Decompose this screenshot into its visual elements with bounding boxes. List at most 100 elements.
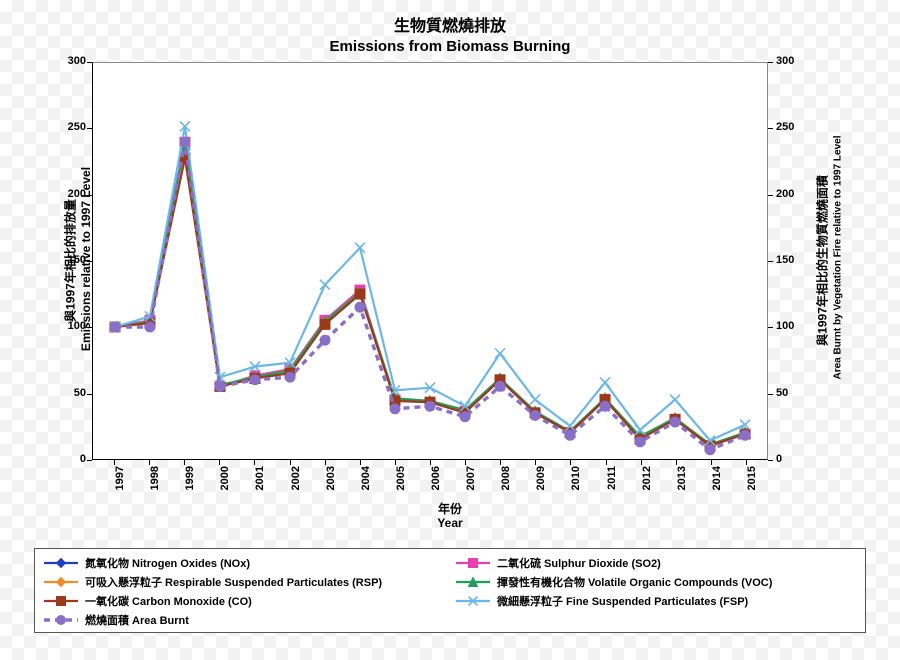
x-tick xyxy=(149,460,150,465)
x-tick-label: 1997 xyxy=(114,466,126,506)
y-left-tick xyxy=(87,261,92,262)
series-marker-area xyxy=(495,381,505,391)
series-marker-co xyxy=(355,289,365,299)
legend-swatch-co xyxy=(43,595,79,607)
series-marker-area xyxy=(670,417,680,427)
x-tick xyxy=(290,460,291,465)
series-marker-area xyxy=(705,445,715,455)
x-tick xyxy=(570,460,571,465)
y-left-tick xyxy=(87,195,92,196)
x-tick-label: 2009 xyxy=(535,466,547,506)
legend-swatch-rsp xyxy=(43,576,79,588)
y-right-tick xyxy=(768,195,773,196)
series-marker-area xyxy=(285,372,295,382)
x-tick-label: 2004 xyxy=(360,466,372,506)
y-right-tick-label: 150 xyxy=(776,254,806,266)
x-tick-label: 2001 xyxy=(254,466,266,506)
series-marker-area xyxy=(565,430,575,440)
series-marker-area xyxy=(460,412,470,422)
legend-item-co: 一氧化碳 Carbon Monoxide (CO) xyxy=(43,593,445,609)
y-right-tick-label: 300 xyxy=(776,55,806,67)
series-marker-area xyxy=(250,375,260,385)
legend-label: 可吸入懸浮粒子 Respirable Suspended Particulate… xyxy=(85,574,382,590)
x-tick-label: 2002 xyxy=(290,466,302,506)
series-marker-fsp xyxy=(495,348,505,358)
x-tick xyxy=(711,460,712,465)
x-tick xyxy=(430,460,431,465)
x-tick-label: 2010 xyxy=(570,466,582,506)
legend: 氮氧化物 Nitrogen Oxides (NOx) 二氧化硫 Sulphur D… xyxy=(34,548,866,633)
y-right-title-zh: 與1997年相比的生物質燃燒面積 xyxy=(814,111,831,411)
x-tick-label: 2007 xyxy=(465,466,477,506)
series-marker-area xyxy=(145,322,155,332)
legend-item-fsp: 微細懸浮粒子 Fine Suspended Particulates (FSP) xyxy=(455,593,857,609)
y-right-tick xyxy=(768,128,773,129)
series-marker-area xyxy=(110,322,120,332)
series-marker-area xyxy=(425,401,435,411)
x-tick xyxy=(360,460,361,465)
y-right-tick-label: 0 xyxy=(776,453,806,465)
series-marker-area xyxy=(180,137,190,147)
legend-label: 一氧化碳 Carbon Monoxide (CO) xyxy=(85,593,252,609)
x-tick xyxy=(465,460,466,465)
x-tick xyxy=(395,460,396,465)
legend-item-rsp: 可吸入懸浮粒子 Respirable Suspended Particulate… xyxy=(43,574,445,590)
y-left-tick xyxy=(87,62,92,63)
y-right-tick-label: 200 xyxy=(776,188,806,200)
x-tick xyxy=(325,460,326,465)
series-marker-area xyxy=(390,404,400,414)
y-left-tick-label: 150 xyxy=(56,254,86,266)
series-marker-co xyxy=(320,319,330,329)
x-tick xyxy=(184,460,185,465)
y-left-tick-label: 0 xyxy=(56,453,86,465)
x-tick xyxy=(676,460,677,465)
x-tick xyxy=(606,460,607,465)
chart-title-en: Emissions from Biomass Burning xyxy=(330,38,571,55)
legend-label: 燃燒面積 Area Burnt xyxy=(85,612,189,628)
y-right-tick-label: 100 xyxy=(776,320,806,332)
x-tick xyxy=(219,460,220,465)
series-marker-area xyxy=(320,335,330,345)
x-tick-label: 2014 xyxy=(711,466,723,506)
y-right-tick xyxy=(768,327,773,328)
legend-item-area: 燃燒面積 Area Burnt xyxy=(43,612,445,628)
y-right-tick xyxy=(768,394,773,395)
legend-swatch-voc xyxy=(455,576,491,588)
legend-swatch-fsp xyxy=(455,595,491,607)
y-left-tick-label: 100 xyxy=(56,320,86,332)
y-right-title-en: Area Burnt by Vegetation Fire relative t… xyxy=(833,108,844,408)
y-left-tick xyxy=(87,327,92,328)
series-marker-area xyxy=(530,410,540,420)
x-tick xyxy=(746,460,747,465)
series-marker-fsp xyxy=(320,280,330,290)
x-tick-label: 1998 xyxy=(149,466,161,506)
y-left-tick-label: 50 xyxy=(56,387,86,399)
chart-title: 生物質燃燒排放 Emissions from Biomass Burning xyxy=(330,12,571,55)
series-marker-fsp xyxy=(600,377,610,387)
x-tick xyxy=(114,460,115,465)
legend-label: 二氧化硫 Sulphur Dioxide (SO2) xyxy=(497,555,661,571)
legend-label: 氮氧化物 Nitrogen Oxides (NOx) xyxy=(85,555,250,571)
legend-swatch-so2 xyxy=(455,557,491,569)
legend-item-nox: 氮氧化物 Nitrogen Oxides (NOx) xyxy=(43,555,445,571)
y-right-tick-label: 250 xyxy=(776,121,806,133)
series-line-fsp xyxy=(115,126,745,440)
series-marker-area xyxy=(600,401,610,411)
x-tick xyxy=(500,460,501,465)
series-marker-area xyxy=(215,381,225,391)
y-left-tick-label: 250 xyxy=(56,121,86,133)
series-marker-fsp xyxy=(670,395,680,405)
series-marker-area xyxy=(740,430,750,440)
x-title-en: Year xyxy=(437,516,462,530)
y-right-tick xyxy=(768,261,773,262)
y-left-tick-label: 300 xyxy=(56,55,86,67)
x-tick-label: 1999 xyxy=(184,466,196,506)
legend-label: 微細懸浮粒子 Fine Suspended Particulates (FSP) xyxy=(497,593,748,609)
y-left-tick-label: 200 xyxy=(56,188,86,200)
x-tick-label: 2003 xyxy=(325,466,337,506)
x-tick-label: 2000 xyxy=(219,466,231,506)
x-tick-label: 2013 xyxy=(676,466,688,506)
x-tick-label: 2006 xyxy=(430,466,442,506)
y-left-tick xyxy=(87,128,92,129)
legend-swatch-area xyxy=(43,614,79,626)
